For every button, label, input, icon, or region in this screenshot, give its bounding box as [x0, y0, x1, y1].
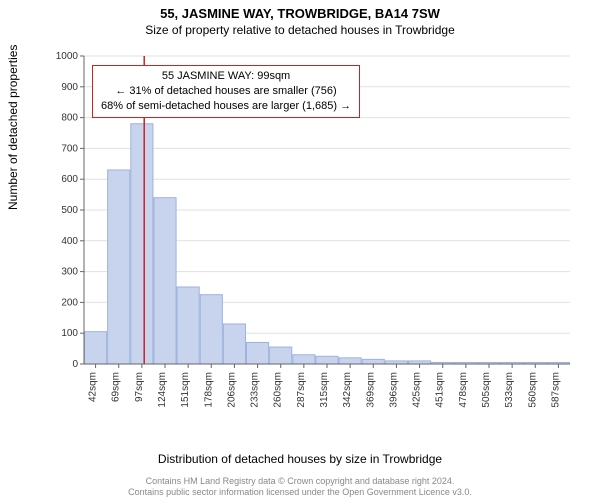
svg-text:500: 500: [61, 205, 78, 216]
histogram-bar: [316, 356, 338, 364]
svg-text:425sqm: 425sqm: [412, 372, 423, 408]
svg-text:0: 0: [72, 359, 78, 370]
svg-text:206sqm: 206sqm: [226, 372, 237, 408]
svg-text:396sqm: 396sqm: [388, 372, 399, 408]
svg-text:42sqm: 42sqm: [88, 372, 99, 402]
svg-text:97sqm: 97sqm: [134, 372, 145, 402]
x-axis-label: Distribution of detached houses by size …: [0, 452, 600, 466]
chart-container: 55, JASMINE WAY, TROWBRIDGE, BA14 7SW Si…: [0, 0, 600, 500]
histogram-bar: [131, 124, 153, 364]
svg-text:315sqm: 315sqm: [319, 372, 330, 408]
page-title: 55, JASMINE WAY, TROWBRIDGE, BA14 7SW: [0, 0, 600, 21]
callout-line-3: 68% of semi-detached houses are larger (…: [101, 99, 351, 114]
svg-text:342sqm: 342sqm: [342, 372, 353, 408]
svg-text:800: 800: [61, 113, 78, 124]
svg-text:587sqm: 587sqm: [550, 372, 561, 408]
histogram-bar: [177, 287, 199, 364]
histogram-bar: [200, 295, 222, 364]
histogram-bar: [293, 355, 315, 364]
histogram-bar: [85, 332, 107, 364]
footer-line-1: Contains HM Land Registry data © Crown c…: [0, 476, 600, 487]
y-axis-label: Number of detached properties: [6, 45, 20, 210]
svg-text:124sqm: 124sqm: [157, 372, 168, 408]
histogram-bar: [154, 198, 176, 364]
attribution-footer: Contains HM Land Registry data © Crown c…: [0, 476, 600, 499]
histogram-bar: [247, 342, 269, 364]
svg-text:151sqm: 151sqm: [180, 372, 191, 408]
svg-text:600: 600: [61, 174, 78, 185]
svg-text:700: 700: [61, 143, 78, 154]
footer-line-2: Contains public sector information licen…: [0, 487, 600, 498]
svg-text:369sqm: 369sqm: [365, 372, 376, 408]
svg-text:260sqm: 260sqm: [273, 372, 284, 408]
svg-text:478sqm: 478sqm: [458, 372, 469, 408]
svg-text:505sqm: 505sqm: [481, 372, 492, 408]
histogram-bar: [339, 358, 361, 364]
svg-text:300: 300: [61, 267, 78, 278]
svg-text:287sqm: 287sqm: [296, 372, 307, 408]
svg-text:451sqm: 451sqm: [435, 372, 446, 408]
page-subtitle: Size of property relative to detached ho…: [0, 21, 600, 41]
svg-text:200: 200: [61, 297, 78, 308]
svg-text:1000: 1000: [56, 52, 78, 62]
histogram-bar: [108, 170, 130, 364]
svg-text:560sqm: 560sqm: [527, 372, 538, 408]
histogram-bar: [362, 359, 384, 364]
svg-text:233sqm: 233sqm: [250, 372, 261, 408]
svg-text:400: 400: [61, 236, 78, 247]
svg-text:69sqm: 69sqm: [111, 372, 122, 402]
callout-line-2: ← 31% of detached houses are smaller (75…: [101, 84, 351, 99]
svg-text:533sqm: 533sqm: [504, 372, 515, 408]
marker-callout: 55 JASMINE WAY: 99sqm ← 31% of detached …: [92, 65, 360, 118]
callout-line-1: 55 JASMINE WAY: 99sqm: [101, 69, 351, 84]
histogram-bar: [223, 324, 245, 364]
svg-text:178sqm: 178sqm: [203, 372, 214, 408]
svg-text:100: 100: [61, 328, 78, 339]
histogram-bar: [270, 347, 292, 364]
svg-text:900: 900: [61, 82, 78, 93]
